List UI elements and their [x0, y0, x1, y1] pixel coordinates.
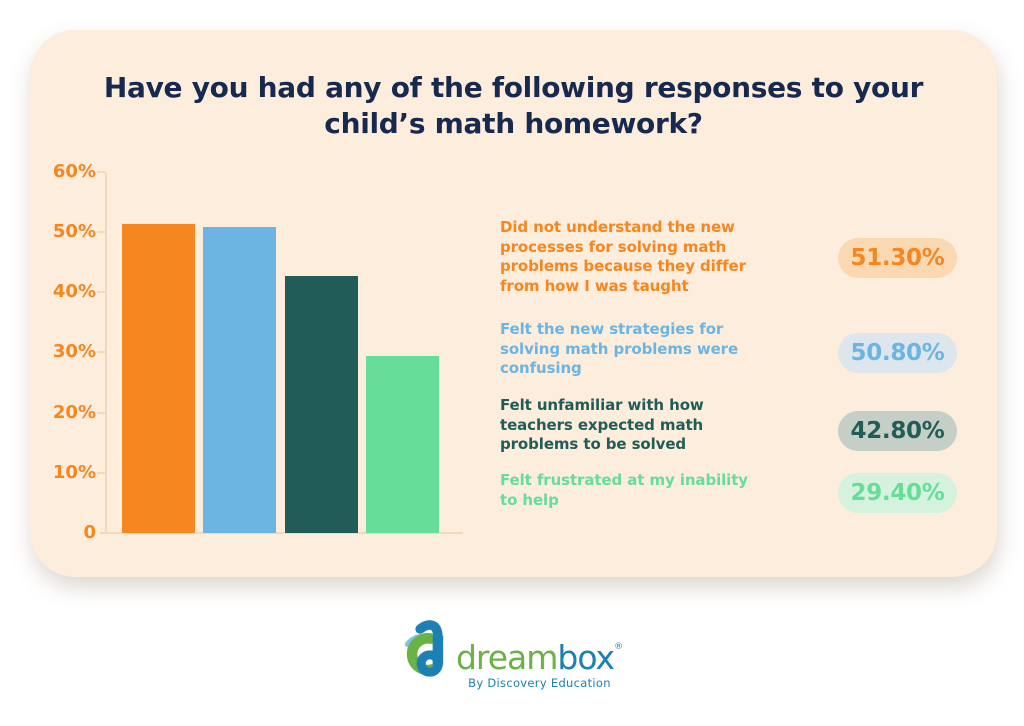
- y-axis-label-20: 20%: [52, 402, 96, 423]
- y-axis-label-0: 0: [83, 522, 96, 543]
- bar-new-strategies-confusing: [203, 227, 276, 533]
- bar-unfamiliar-teacher-expectations: [285, 275, 358, 533]
- x-axis-line: [100, 532, 463, 534]
- legend-label-frustrated: Felt frustrated at my inability to help: [500, 471, 748, 509]
- y-axis-tick: [97, 351, 105, 353]
- chart-card: Have you had any of the following respon…: [30, 30, 997, 577]
- y-axis-tick: [97, 231, 105, 233]
- y-axis-tick: [97, 291, 105, 293]
- y-axis-label-40: 40%: [52, 281, 96, 302]
- legend-label-strategies-confusing: Felt the new strategies for solving math…: [500, 320, 739, 377]
- legend-label-did-not-understand: Did not understand the new processes for…: [500, 218, 746, 295]
- bar-plot-area: [106, 172, 462, 533]
- value-badge-42-80: 42.80%: [838, 411, 957, 451]
- y-axis-tick: [97, 171, 105, 173]
- y-axis-tick: [97, 412, 105, 414]
- logo-tagline: By Discovery Education: [468, 676, 611, 690]
- registered-mark: ®: [614, 642, 624, 652]
- chart-title: Have you had any of the following respon…: [103, 71, 924, 140]
- y-axis-label-30: 30%: [52, 341, 96, 362]
- y-axis-label-50: 50%: [52, 221, 96, 242]
- dreambox-logo: dreambox® By Discovery Education: [0, 618, 1024, 690]
- wordmark-box: box: [557, 638, 615, 677]
- y-axis-line: [105, 172, 107, 534]
- dreambox-logo-icon: [404, 620, 444, 677]
- legend-label-unfamiliar-expectations: Felt unfamiliar with how teachers expect…: [500, 396, 704, 453]
- bar-frustrated-inability-to-help: [366, 356, 439, 533]
- y-axis-tick: [97, 472, 105, 474]
- value-badge-50-80: 50.80%: [838, 333, 957, 373]
- y-axis-label-10: 10%: [52, 462, 96, 483]
- dreambox-wordmark: dreambox®: [456, 641, 623, 674]
- y-axis-label-60: 60%: [52, 161, 96, 182]
- wordmark-dream: dream: [455, 638, 558, 677]
- value-badge-51-30: 51.30%: [838, 238, 957, 278]
- bar-did-not-understand-new-processes: [122, 224, 195, 533]
- value-badge-29-40: 29.40%: [838, 473, 957, 513]
- dreambox-logo-text: dreambox® By Discovery Education: [456, 618, 623, 690]
